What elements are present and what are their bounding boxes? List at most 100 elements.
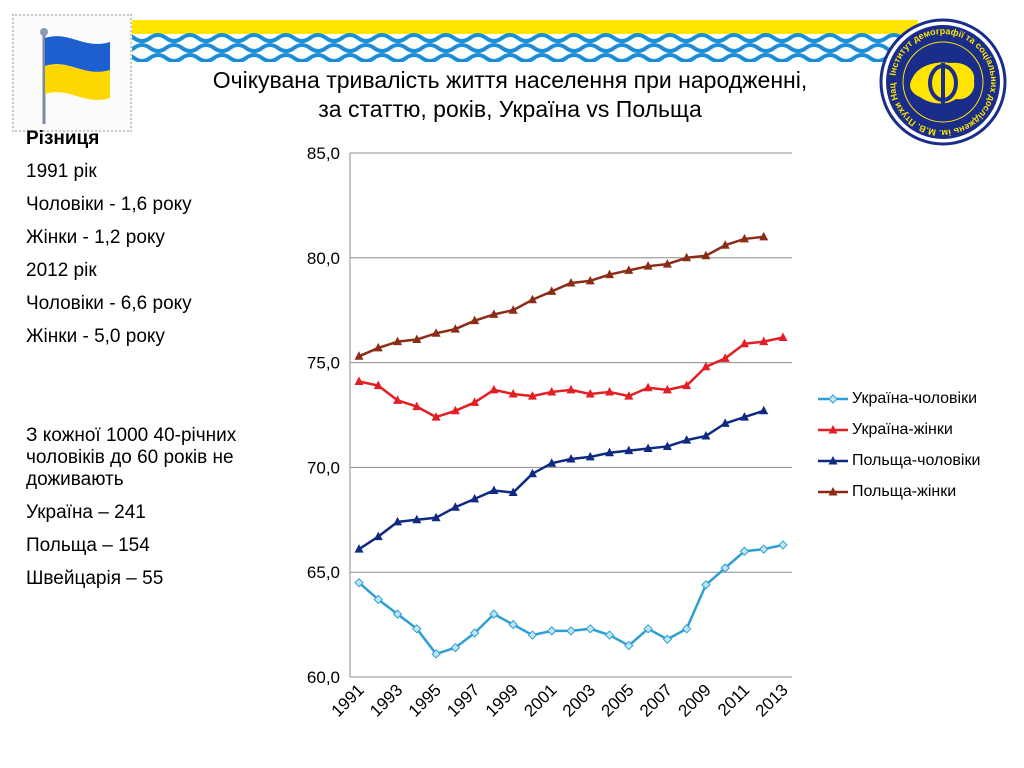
data-point	[605, 386, 615, 396]
data-point	[547, 286, 557, 295]
data-point	[759, 336, 769, 346]
data-point	[508, 389, 518, 398]
y-tick-label: 75,0	[307, 354, 340, 373]
legend-swatch-icon	[818, 393, 848, 404]
data-point	[489, 384, 499, 394]
chart-legend: Україна-чоловіки Україна-жінки Польща-чоло…	[818, 383, 980, 507]
data-point	[739, 412, 749, 421]
y-tick-label: 85,0	[307, 144, 340, 163]
x-tick-label: 2005	[597, 680, 637, 720]
data-point	[450, 324, 460, 333]
data-point	[682, 252, 692, 262]
x-tick-label: 1995	[405, 680, 445, 720]
data-point	[701, 361, 711, 371]
y-tick-label: 80,0	[307, 249, 340, 268]
data-point	[720, 240, 730, 249]
data-point	[739, 546, 750, 556]
data-point	[489, 485, 499, 494]
series-line-1	[358, 336, 784, 419]
data-point	[489, 609, 499, 619]
data-point	[720, 563, 730, 573]
data-point	[527, 630, 538, 640]
x-tick-label: 1999	[482, 680, 522, 720]
data-point	[566, 277, 576, 287]
data-point	[701, 580, 711, 590]
data-point	[585, 275, 595, 285]
data-point	[566, 454, 576, 463]
title-line-1: Очікувана тривалість життя населення при…	[212, 67, 808, 93]
data-point	[373, 380, 383, 390]
women-2012-difference: Жінки - 5,0 року	[26, 326, 165, 347]
y-tick-label: 65,0	[307, 563, 340, 582]
data-point	[566, 626, 576, 636]
series-line-3	[358, 235, 764, 358]
title-line-2: за статтю, років, Україна vs Польща	[318, 96, 702, 122]
data-point	[373, 531, 383, 541]
data-point	[701, 250, 711, 260]
data-point	[393, 516, 403, 526]
data-point	[566, 384, 576, 394]
legend-item: Україна-жінки	[818, 414, 980, 445]
country-switzerland: Швейцарія – 55	[26, 568, 164, 589]
data-point	[662, 441, 672, 450]
legend-label: Україна-чоловіки	[852, 389, 978, 407]
data-point	[469, 628, 480, 638]
x-tick-label: 1997	[443, 680, 483, 720]
legend-item: Польща-чоловіки	[818, 445, 980, 476]
data-point	[450, 642, 461, 653]
data-point	[450, 502, 460, 511]
data-point	[643, 261, 653, 270]
women-1991-difference: Жінки - 1,2 року	[26, 227, 165, 248]
data-point	[643, 382, 653, 392]
data-point	[412, 624, 422, 634]
data-point	[508, 305, 518, 314]
data-point	[354, 544, 364, 553]
data-point	[431, 328, 441, 337]
data-point	[720, 353, 730, 362]
x-tick-label: 2011	[714, 680, 753, 719]
data-point	[701, 430, 711, 440]
difference-header: Різниця	[26, 128, 100, 149]
data-point	[585, 451, 595, 461]
data-point	[720, 418, 730, 427]
legend-swatch-icon	[818, 486, 848, 495]
data-point	[527, 468, 537, 478]
country-poland: Польща – 154	[26, 535, 150, 556]
data-point	[662, 634, 673, 644]
y-tick-label: 60,0	[307, 668, 340, 687]
data-point	[508, 619, 518, 630]
data-point	[662, 384, 672, 394]
data-point	[759, 544, 769, 554]
data-point	[431, 512, 441, 522]
y-tick-label: 70,0	[307, 458, 340, 477]
data-point	[392, 609, 403, 619]
data-point	[412, 334, 422, 344]
x-tick-label: 2009	[675, 680, 715, 720]
x-tick-label: 2003	[559, 680, 599, 720]
data-point	[547, 386, 557, 396]
data-point	[470, 493, 480, 503]
data-point	[508, 487, 518, 497]
data-point	[431, 412, 441, 421]
data-point	[605, 269, 615, 279]
legend-item: Польща-жінки	[818, 476, 980, 507]
data-point	[547, 626, 557, 636]
data-point	[624, 391, 634, 400]
header-banner	[112, 20, 936, 63]
year-2012-label: 2012 рік	[26, 260, 97, 281]
data-point	[759, 231, 769, 241]
data-point	[412, 514, 422, 524]
data-point	[682, 380, 692, 390]
difference-panel: Різниця 1991 рік Чоловіки - 1,6 року Жін…	[26, 128, 276, 601]
slide-title: Очікувана тривалість життя населення при…	[130, 66, 890, 124]
legend-swatch-icon	[818, 455, 848, 464]
institute-logo: Інститут демографії та соціальних дослід…	[875, 9, 1008, 147]
data-point	[527, 294, 537, 304]
wave-decoration	[112, 20, 936, 63]
data-point	[527, 391, 537, 400]
x-tick-label: 2013	[752, 680, 792, 720]
data-point	[739, 233, 749, 243]
year-1991-label: 1991 рік	[26, 161, 97, 182]
legend-swatch-icon	[818, 424, 848, 433]
data-point	[759, 405, 769, 415]
